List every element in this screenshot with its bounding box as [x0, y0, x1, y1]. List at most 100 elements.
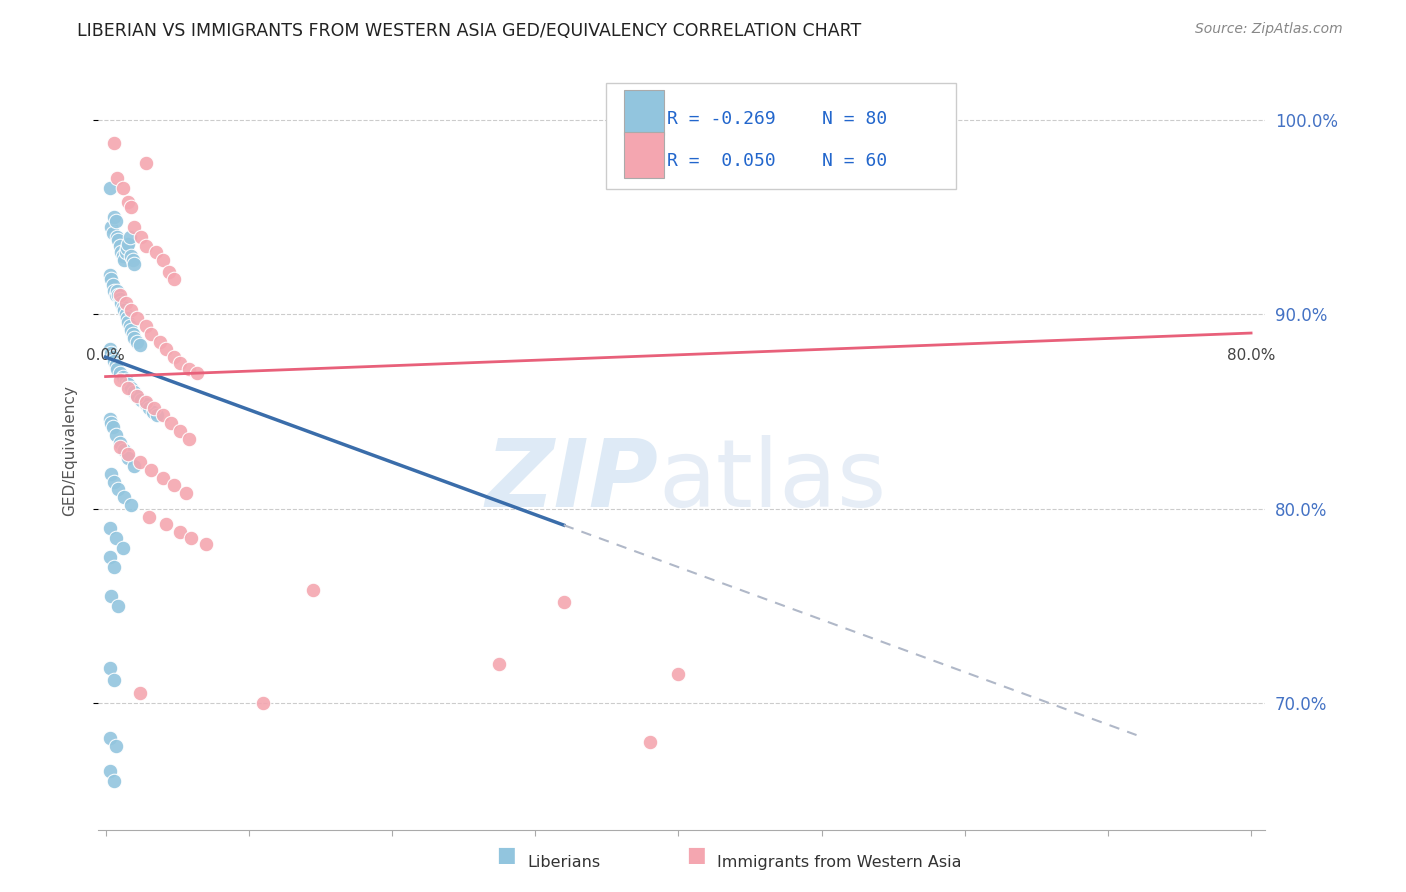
Point	[103, 354, 125, 368]
FancyBboxPatch shape	[606, 83, 956, 189]
Point	[252, 696, 274, 710]
Text: Source: ZipAtlas.com: Source: ZipAtlas.com	[1195, 22, 1343, 37]
Text: R =  0.050: R = 0.050	[666, 153, 776, 170]
Point	[169, 525, 191, 540]
Point	[104, 214, 127, 228]
Point	[112, 252, 135, 267]
Point	[112, 443, 135, 458]
Point	[129, 686, 152, 700]
Point	[112, 303, 135, 318]
Point	[125, 389, 148, 403]
Point	[488, 657, 510, 672]
Point	[100, 219, 122, 234]
Point	[111, 369, 134, 384]
Text: 80.0%: 80.0%	[1227, 348, 1275, 363]
Point	[114, 245, 136, 260]
Point	[103, 210, 125, 224]
Point	[122, 331, 145, 345]
Point	[103, 673, 125, 687]
Point	[103, 560, 125, 574]
Text: N = 80: N = 80	[823, 111, 887, 128]
Point	[155, 343, 177, 357]
Y-axis label: GED/Equivalency: GED/Equivalency	[63, 385, 77, 516]
Point	[108, 288, 131, 302]
Point	[107, 288, 129, 302]
Text: N = 60: N = 60	[823, 153, 887, 170]
Point	[129, 338, 152, 352]
Point	[104, 428, 127, 442]
Text: Immigrants from Western Asia: Immigrants from Western Asia	[717, 855, 962, 870]
Text: ■: ■	[686, 846, 706, 865]
Point	[108, 440, 131, 454]
Point	[98, 181, 121, 195]
Point	[98, 412, 121, 426]
Point	[115, 241, 138, 255]
Point	[100, 589, 122, 603]
Point	[101, 350, 124, 364]
Point	[98, 661, 121, 675]
Text: Liberians: Liberians	[527, 855, 600, 870]
Point	[131, 392, 153, 407]
Point	[152, 409, 174, 423]
Point	[125, 389, 148, 403]
Point	[104, 531, 127, 545]
Point	[100, 346, 122, 360]
Point	[115, 311, 138, 326]
Point	[177, 361, 200, 376]
Point	[135, 239, 157, 253]
Point	[553, 595, 575, 609]
Point	[180, 531, 202, 545]
Point	[101, 278, 124, 293]
Point	[110, 245, 132, 260]
Text: LIBERIAN VS IMMIGRANTS FROM WESTERN ASIA GED/EQUIVALENCY CORRELATION CHART: LIBERIAN VS IMMIGRANTS FROM WESTERN ASIA…	[77, 22, 862, 40]
Point	[111, 181, 134, 195]
Point	[111, 541, 134, 555]
Point	[638, 735, 661, 749]
Point	[117, 237, 139, 252]
Point	[107, 599, 129, 613]
Point	[141, 463, 163, 477]
Point	[100, 467, 122, 481]
Point	[155, 517, 177, 532]
Point	[108, 435, 131, 450]
Point	[98, 764, 121, 779]
Point	[117, 377, 139, 392]
Point	[111, 300, 134, 314]
Point	[143, 401, 166, 415]
Point	[129, 455, 152, 469]
Point	[104, 739, 127, 753]
Point	[122, 257, 145, 271]
Point	[103, 475, 125, 489]
Point	[152, 252, 174, 267]
Point	[120, 498, 142, 512]
Point	[145, 245, 167, 260]
Point	[135, 395, 157, 409]
Point	[122, 219, 145, 234]
Point	[194, 537, 217, 551]
Point	[146, 409, 169, 423]
Point	[125, 334, 148, 349]
Point	[120, 249, 142, 263]
Point	[98, 521, 121, 535]
Point	[103, 284, 125, 298]
Point	[138, 401, 160, 415]
Point	[108, 366, 131, 380]
Point	[108, 292, 131, 306]
Point	[120, 201, 142, 215]
Point	[105, 361, 128, 376]
Point	[101, 226, 124, 240]
Point	[122, 385, 145, 400]
Point	[141, 326, 163, 341]
Point	[120, 303, 142, 318]
Point	[100, 416, 122, 430]
Point	[120, 381, 142, 395]
Point	[117, 315, 139, 329]
Point	[135, 397, 157, 411]
Point	[114, 295, 136, 310]
Point	[108, 239, 131, 253]
Point	[131, 229, 153, 244]
Text: R = -0.269: R = -0.269	[666, 111, 776, 128]
Point	[110, 295, 132, 310]
Point	[104, 288, 127, 302]
Point	[169, 356, 191, 370]
